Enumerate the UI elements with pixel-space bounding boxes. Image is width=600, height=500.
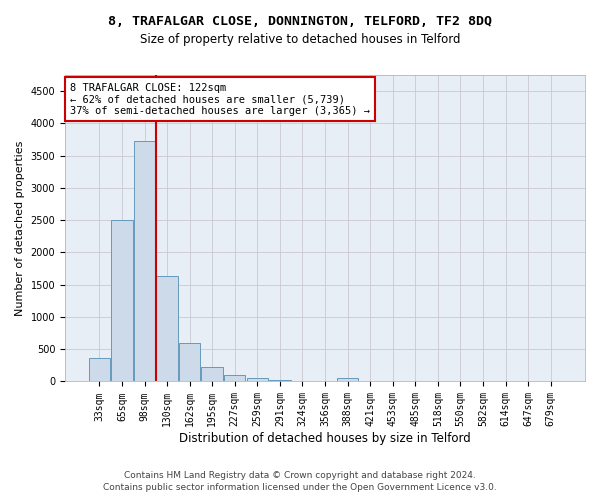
Bar (157, 276, 178, 382)
Text: Size of property relative to detached houses in Telford: Size of property relative to detached ho… (140, 32, 460, 46)
Bar (247, 378, 268, 382)
Text: 8 TRAFALGAR CLOSE: 122sqm
← 62% of detached houses are smaller (5,739)
37% of se: 8 TRAFALGAR CLOSE: 122sqm ← 62% of detac… (70, 82, 370, 116)
Bar (111, 220, 133, 382)
Bar (179, 344, 200, 382)
Bar (134, 142, 155, 382)
Bar (269, 380, 290, 382)
Text: Contains public sector information licensed under the Open Government Licence v3: Contains public sector information licen… (103, 484, 497, 492)
Bar (89, 358, 110, 382)
Y-axis label: Number of detached properties: Number of detached properties (15, 140, 25, 316)
Bar (224, 374, 245, 382)
X-axis label: Distribution of detached houses by size in Telford: Distribution of detached houses by size … (179, 432, 471, 445)
Text: 8, TRAFALGAR CLOSE, DONNINGTON, TELFORD, TF2 8DQ: 8, TRAFALGAR CLOSE, DONNINGTON, TELFORD,… (108, 15, 492, 28)
Bar (202, 366, 223, 382)
Text: Contains HM Land Registry data © Crown copyright and database right 2024.: Contains HM Land Registry data © Crown c… (124, 471, 476, 480)
Bar (337, 378, 358, 382)
